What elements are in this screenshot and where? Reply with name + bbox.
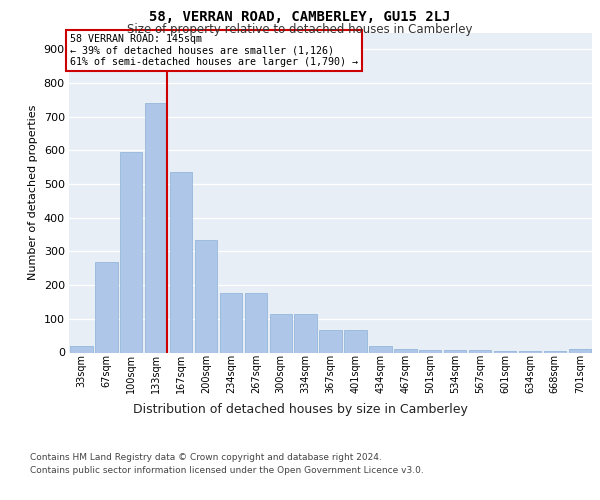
Bar <box>170 172 193 352</box>
Bar <box>245 292 267 352</box>
Bar <box>344 330 367 352</box>
Bar <box>544 351 566 352</box>
Bar <box>444 350 466 352</box>
Bar <box>369 346 392 352</box>
Text: Size of property relative to detached houses in Camberley: Size of property relative to detached ho… <box>127 22 473 36</box>
Text: Contains HM Land Registry data © Crown copyright and database right 2024.: Contains HM Land Registry data © Crown c… <box>30 452 382 462</box>
Bar <box>295 314 317 352</box>
Text: 58, VERRAN ROAD, CAMBERLEY, GU15 2LJ: 58, VERRAN ROAD, CAMBERLEY, GU15 2LJ <box>149 10 451 24</box>
Y-axis label: Number of detached properties: Number of detached properties <box>28 105 38 280</box>
Bar <box>195 240 217 352</box>
Bar <box>70 346 92 352</box>
Bar <box>394 349 416 352</box>
Bar <box>569 349 591 352</box>
Bar <box>419 350 442 352</box>
Bar <box>319 330 342 352</box>
Bar <box>95 262 118 352</box>
Bar <box>469 350 491 352</box>
Text: 58 VERRAN ROAD: 145sqm
← 39% of detached houses are smaller (1,126)
61% of semi-: 58 VERRAN ROAD: 145sqm ← 39% of detached… <box>70 34 358 68</box>
Bar <box>145 103 167 352</box>
Bar <box>269 314 292 352</box>
Text: Contains public sector information licensed under the Open Government Licence v3: Contains public sector information licen… <box>30 466 424 475</box>
Bar <box>220 292 242 352</box>
Bar <box>494 351 516 352</box>
Bar <box>519 351 541 352</box>
Bar <box>120 152 142 352</box>
Text: Distribution of detached houses by size in Camberley: Distribution of detached houses by size … <box>133 402 467 415</box>
